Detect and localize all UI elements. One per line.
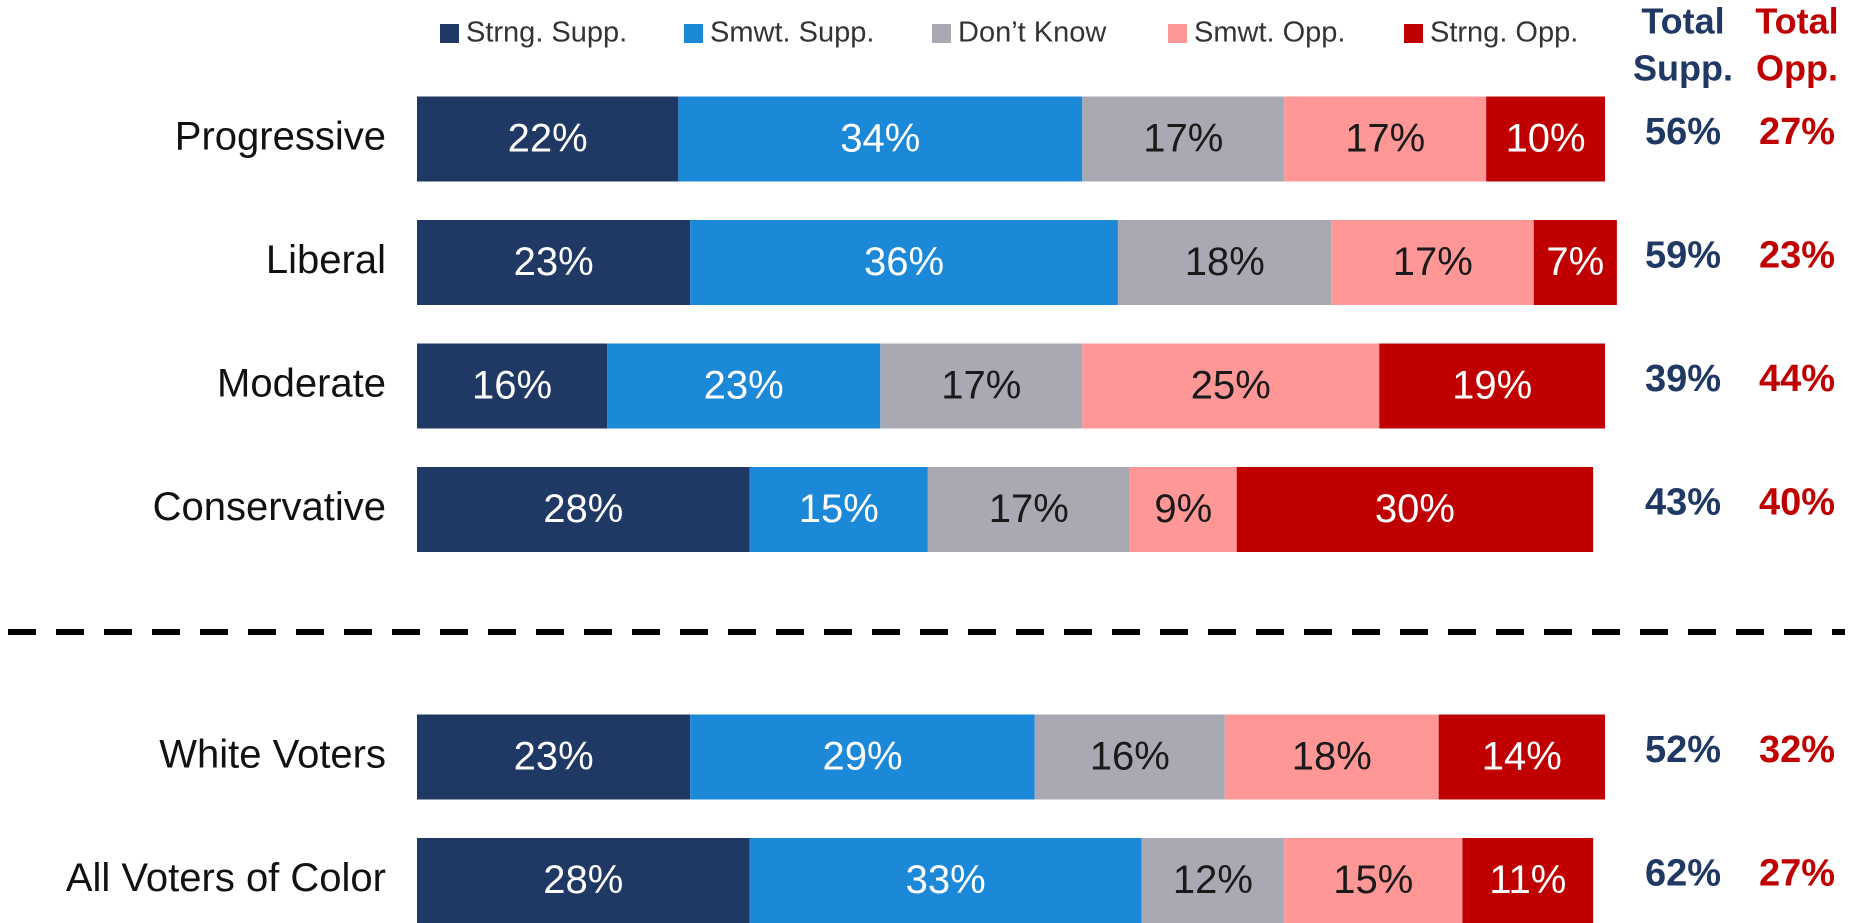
value-label: 23% (514, 735, 594, 779)
total-header: Total (1641, 1, 1724, 42)
bar-segment (1224, 714, 1439, 800)
value-label: 28% (543, 858, 623, 902)
bar-segment (1141, 838, 1285, 923)
value-label: 14% (1482, 735, 1562, 779)
value-label: 17% (1345, 117, 1425, 161)
value-label: 10% (1506, 117, 1586, 161)
value-label: 34% (840, 117, 920, 161)
value-label: 9% (1154, 487, 1212, 531)
bar-segment (1331, 220, 1534, 305)
value-label: 7% (1546, 240, 1604, 284)
bar-segment (749, 467, 928, 552)
bar-segment (1533, 220, 1617, 305)
value-label: 17% (1393, 240, 1473, 284)
value-label: 29% (822, 735, 902, 779)
bar-segment (417, 220, 691, 305)
bar-segment (1438, 714, 1605, 800)
bar-segment (880, 343, 1083, 429)
value-label: 11% (1489, 858, 1566, 902)
legend-label: Don’t Know (958, 17, 1107, 49)
total-value: 62% (1645, 853, 1721, 895)
total-value: 27% (1759, 111, 1835, 153)
category-label: Moderate (217, 362, 386, 406)
value-label: 17% (1143, 117, 1223, 161)
bar-segment (417, 714, 691, 800)
value-label: 23% (514, 240, 594, 284)
bar-segment (417, 343, 608, 429)
bar-segment (690, 220, 1118, 305)
value-label: 25% (1191, 364, 1271, 408)
category-label: White Voters (159, 733, 386, 777)
bar-segment (1284, 838, 1463, 923)
total-value: 23% (1759, 235, 1835, 277)
bar-segment (690, 714, 1035, 800)
bar-segment (417, 96, 679, 182)
legend-swatch (1404, 24, 1423, 43)
value-label: 18% (1185, 240, 1265, 284)
value-label: 22% (508, 117, 588, 161)
total-value: 40% (1759, 482, 1835, 524)
legend-swatch (440, 24, 459, 43)
value-label: 19% (1452, 364, 1532, 408)
value-label: 28% (543, 487, 623, 531)
total-value: 59% (1645, 235, 1721, 277)
value-label: 12% (1173, 858, 1253, 902)
value-label: 17% (989, 487, 1069, 531)
value-label: 33% (906, 858, 986, 902)
legend-label: Smwt. Opp. (1194, 17, 1346, 49)
bar-segment (417, 838, 750, 923)
value-label: 30% (1375, 487, 1455, 531)
value-label: 36% (864, 240, 944, 284)
bar-segment (1129, 467, 1237, 552)
value-label: 16% (472, 364, 552, 408)
category-label: Liberal (266, 238, 386, 282)
legend-swatch (684, 24, 703, 43)
bar-segment (1236, 467, 1594, 552)
bar-segment (1082, 96, 1285, 182)
value-label: 18% (1292, 735, 1372, 779)
total-value: 32% (1759, 729, 1835, 771)
value-label: 15% (1333, 858, 1413, 902)
value-label: 23% (704, 364, 784, 408)
total-value: 43% (1645, 482, 1721, 524)
total-header: Supp. (1633, 48, 1733, 89)
category-label: Conservative (153, 485, 386, 529)
total-value: 27% (1759, 853, 1835, 895)
bar-segment (417, 467, 750, 552)
total-header: Opp. (1756, 48, 1838, 89)
legend-label: Smwt. Supp. (710, 17, 874, 49)
total-header: Total (1755, 1, 1838, 42)
legend-label: Strng. Supp. (466, 17, 627, 49)
bar-segment (1117, 220, 1332, 305)
total-value: 39% (1645, 358, 1721, 400)
bar-segment (1082, 343, 1380, 429)
bar-segment (607, 343, 881, 429)
category-label: All Voters of Color (66, 856, 386, 900)
bar-segment (1379, 343, 1605, 429)
legend-swatch (932, 24, 951, 43)
bar-segment (1284, 96, 1487, 182)
value-label: 16% (1090, 735, 1170, 779)
category-label: Progressive (175, 115, 386, 159)
value-label: 15% (799, 487, 879, 531)
bar-segment (678, 96, 1083, 182)
legend-label: Strng. Opp. (1430, 17, 1578, 49)
bar-segment (1486, 96, 1605, 182)
total-value: 56% (1645, 111, 1721, 153)
legend-swatch (1168, 24, 1187, 43)
value-label: 17% (941, 364, 1021, 408)
total-value: 44% (1759, 358, 1835, 400)
bar-segment (1034, 714, 1225, 800)
total-value: 52% (1645, 729, 1721, 771)
bar-segment (927, 467, 1130, 552)
bar-segment (1462, 838, 1594, 923)
bar-segment (749, 838, 1142, 923)
